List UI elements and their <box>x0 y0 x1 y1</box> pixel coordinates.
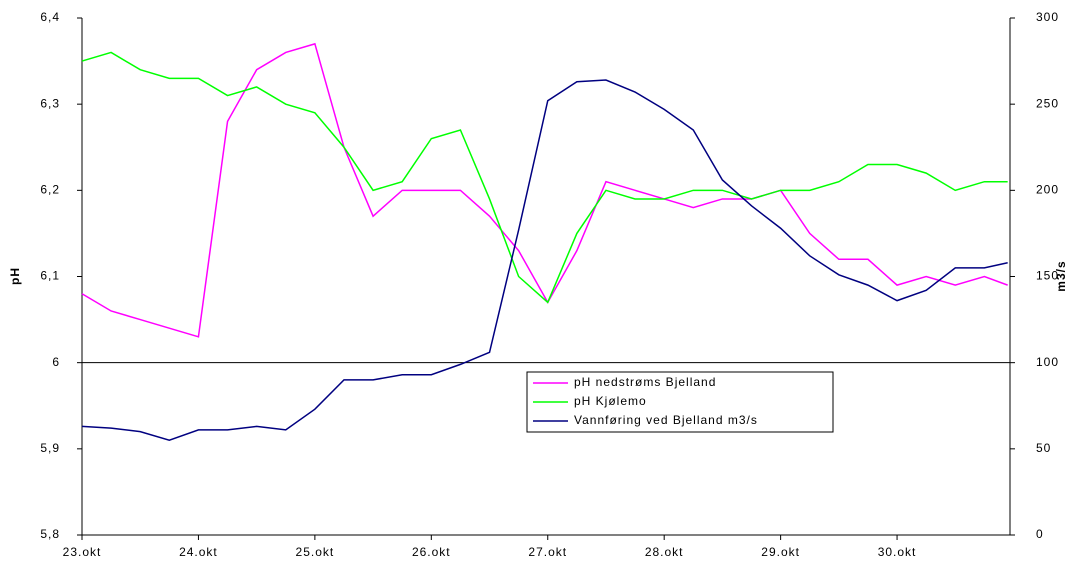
legend-label: pH nedstrøms Bjelland <box>574 375 716 389</box>
x-tick-label: 28.okt <box>645 545 684 559</box>
y2-tick-label: 200 <box>1036 183 1059 197</box>
y2-tick-label: 100 <box>1036 355 1059 369</box>
y-axis-label: pH <box>8 267 22 285</box>
legend-box <box>526 371 834 433</box>
y2-tick-label: 300 <box>1036 10 1059 24</box>
y-tick-label: 6 <box>52 355 60 369</box>
series-line <box>81 79 1008 442</box>
y2-tick-label: 50 <box>1036 441 1051 455</box>
legend-label: Vannføring ved Bjelland m3/s <box>574 413 758 427</box>
y-tick-label: 6,2 <box>40 183 60 197</box>
y2-axis-label: m3/s <box>1054 260 1068 291</box>
x-tick-label: 30.okt <box>878 545 917 559</box>
x-tick-label: 24.okt <box>179 545 218 559</box>
y-tick-label: 6,4 <box>40 10 60 24</box>
y-tick-label: 6,1 <box>40 269 60 283</box>
x-tick-label: 23.okt <box>63 545 102 559</box>
x-tick-label: 25.okt <box>296 545 335 559</box>
y2-tick-label: 0 <box>1036 527 1044 541</box>
y2-tick-label: 150 <box>1036 269 1059 283</box>
legend-label: pH Kjølemo <box>574 394 647 408</box>
y-tick-label: 5,9 <box>40 441 60 455</box>
y-tick-label: 6,3 <box>40 96 60 110</box>
x-tick-label: 26.okt <box>412 545 451 559</box>
y2-tick-label: 250 <box>1036 96 1059 110</box>
y-tick-label: 5,8 <box>40 527 60 541</box>
x-tick-label: 27.okt <box>528 545 567 559</box>
x-tick-label: 29.okt <box>761 545 800 559</box>
series-line <box>81 51 1008 304</box>
